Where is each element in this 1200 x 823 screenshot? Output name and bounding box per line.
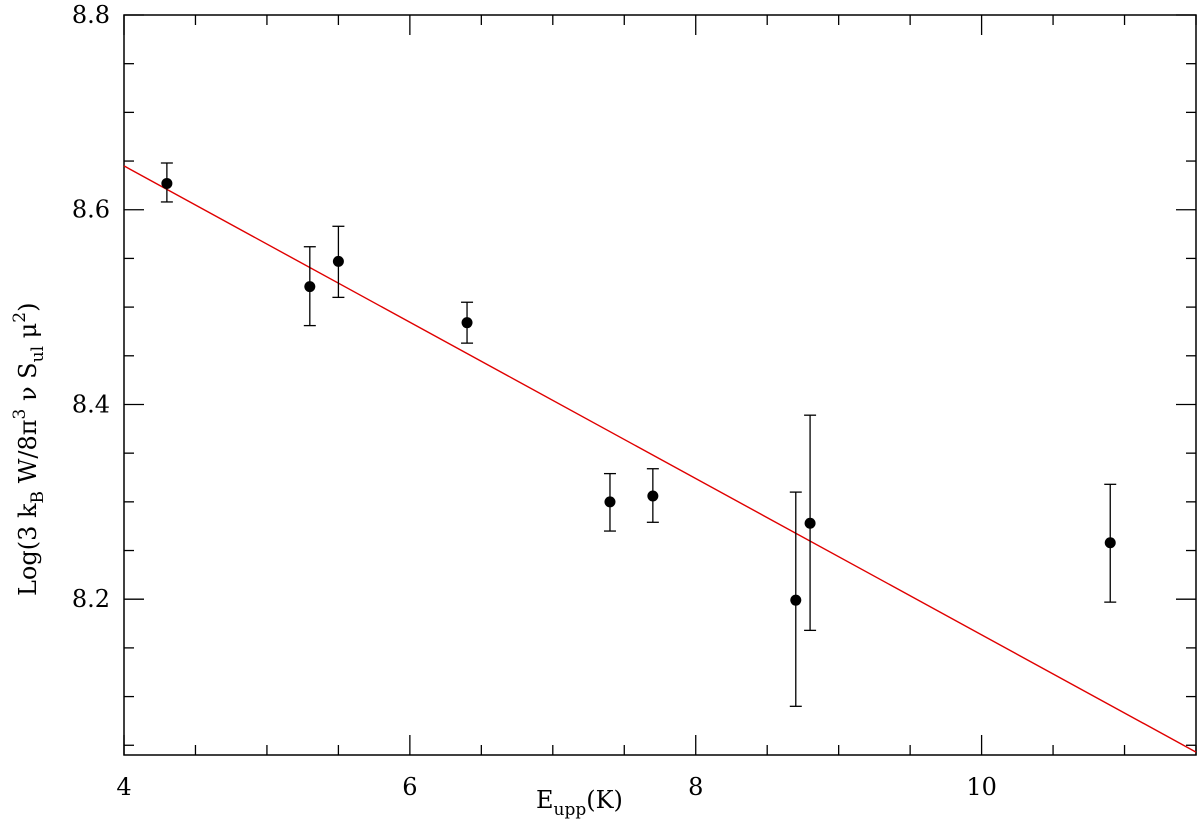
y-tick-label: 8.6 [72, 196, 110, 224]
data-point [647, 490, 659, 502]
x-tick-label: 6 [402, 773, 417, 801]
x-tick-label: 8 [688, 773, 703, 801]
plot-frame [123, 14, 1197, 756]
data-point [790, 594, 802, 606]
y-tick-label: 8.4 [72, 390, 110, 418]
data-points [161, 177, 1116, 606]
x-tick-label: 4 [116, 773, 131, 801]
y-axis-label: Log(3 kB W/8π3 ν Sul μ2) [10, 303, 48, 596]
x-tick-labels: 4 6 8 10 [116, 773, 997, 801]
fit-line [123, 165, 1197, 753]
x-axis-label: Eupp(K) [536, 786, 623, 820]
data-point [604, 496, 616, 508]
y-tick-label: 8.8 [72, 1, 110, 29]
error-bars [160, 162, 1117, 707]
y-tick-label: 8.2 [72, 585, 110, 613]
data-point [461, 317, 473, 329]
data-point [304, 281, 316, 293]
data-point [161, 177, 173, 189]
y-tick-labels: 8.2 8.4 8.6 8.8 [72, 1, 110, 613]
major-ticks [123, 14, 1196, 755]
minor-ticks [124, 15, 1197, 755]
data-point [332, 255, 344, 267]
x-tick-label: 10 [966, 773, 997, 801]
data-point [1104, 537, 1116, 549]
data-point [804, 517, 816, 529]
